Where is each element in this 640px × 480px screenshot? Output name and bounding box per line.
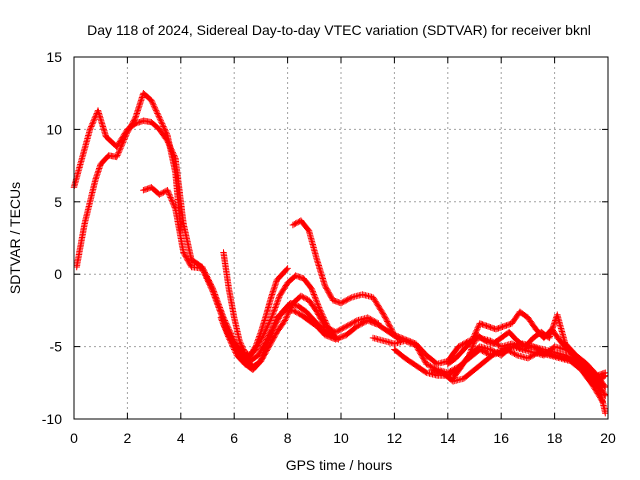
series-track-k [444, 308, 609, 417]
series-markers [73, 90, 184, 271]
x-tick-label: 0 [70, 430, 78, 446]
x-tick-label: 20 [600, 430, 616, 446]
x-tick-label: 10 [333, 430, 349, 446]
x-tick-label: 14 [440, 430, 456, 446]
series-markers [220, 249, 291, 359]
x-tick-label: 16 [493, 430, 509, 446]
x-tick-label: 12 [387, 430, 403, 446]
series-track-f [223, 300, 342, 365]
x-tick-label: 2 [124, 430, 132, 446]
y-tick-label: 5 [54, 194, 62, 210]
x-tick-label: 8 [284, 430, 292, 446]
series-markers [444, 308, 609, 417]
x-axis-label: GPS time / hours [286, 457, 393, 473]
y-axis-label: SDTVAR / TECUs [7, 182, 23, 294]
y-tick-label: 10 [46, 121, 62, 137]
series-markers [428, 346, 606, 405]
grid-lines [74, 57, 608, 419]
y-tick-label: -10 [42, 411, 62, 427]
x-tick-label: 4 [177, 430, 185, 446]
y-tick-label: 0 [54, 266, 62, 282]
axis-ticks: 0 2 4 6 8 10 12 14 16 18 20 -10 -5 0 5 10 15 [42, 49, 616, 446]
x-tick-label: 18 [547, 430, 563, 446]
series-track-g [220, 249, 291, 359]
series-track-m [428, 346, 606, 405]
data-series [70, 90, 609, 417]
y-tick-label: 15 [46, 49, 62, 65]
series-track-b [73, 90, 184, 271]
x-tick-label: 6 [230, 430, 238, 446]
chart-title: Day 118 of 2024, Sidereal Day-to-day VTE… [87, 22, 591, 38]
y-tick-label: -5 [50, 339, 63, 355]
series-markers [223, 300, 342, 365]
